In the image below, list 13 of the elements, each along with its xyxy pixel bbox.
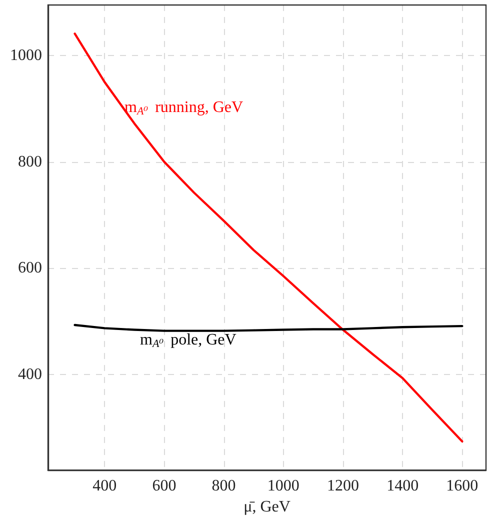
x-tick-label: 800 <box>212 478 236 495</box>
x-tick-label: 1000 <box>267 478 300 495</box>
y-tick-label: 1000 <box>10 46 42 64</box>
y-tick-label: 600 <box>18 260 42 277</box>
y-tick-label: 800 <box>18 153 42 170</box>
x-tick-label: 400 <box>92 478 117 495</box>
x-tick-label: 1200 <box>326 478 359 495</box>
x-tick-label: 1400 <box>386 478 419 495</box>
y-tick-label: 400 <box>18 366 42 383</box>
line-series <box>74 32 464 442</box>
x-tick-label: 600 <box>152 478 176 495</box>
x-axis-title: μ̄, GeV <box>244 498 291 516</box>
x-tick-label: 1600 <box>446 478 478 495</box>
